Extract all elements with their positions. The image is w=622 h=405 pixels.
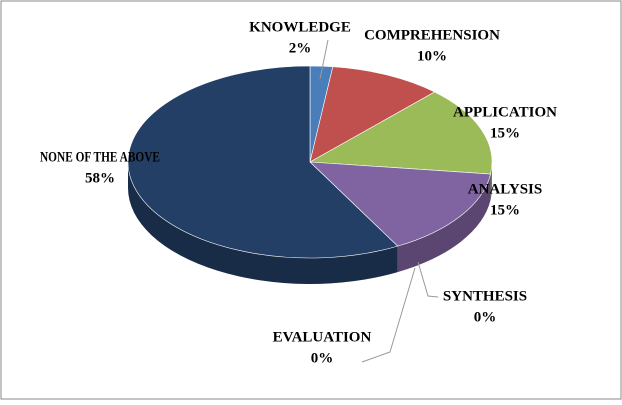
leader-line: [361, 267, 416, 363]
category-label: SYNTHESIS: [443, 288, 527, 304]
value-label: 2%: [289, 40, 312, 56]
slice-side: [128, 162, 398, 284]
slice-side: [397, 174, 491, 273]
slice: [309, 66, 436, 163]
value-label: 0%: [474, 309, 497, 325]
category-label: EVALUATION: [273, 329, 372, 345]
value-label: 0%: [311, 350, 334, 366]
category-label: COMPREHENSION: [364, 27, 500, 43]
slice: [127, 65, 399, 259]
category-label: KNOWLEDGE: [249, 19, 351, 35]
slice: [309, 161, 491, 247]
category-label: ANALYSIS: [468, 181, 542, 197]
slice-side: [490, 162, 492, 201]
value-label: 10%: [417, 48, 447, 64]
leader-line: [319, 39, 329, 80]
value-label: 15%: [490, 202, 520, 218]
slice: [308, 91, 493, 175]
category-label: NONE OF THE ABOVE: [40, 149, 160, 165]
pie: [127, 65, 493, 284]
leader-line: [417, 261, 439, 298]
value-label: 15%: [490, 125, 520, 141]
category-label: APPLICATION: [453, 104, 557, 120]
value-label: 58%: [85, 170, 115, 186]
labels: KNOWLEDGE 2% COMPREHENSION 10% APPLICATION 15…: [40, 19, 557, 366]
